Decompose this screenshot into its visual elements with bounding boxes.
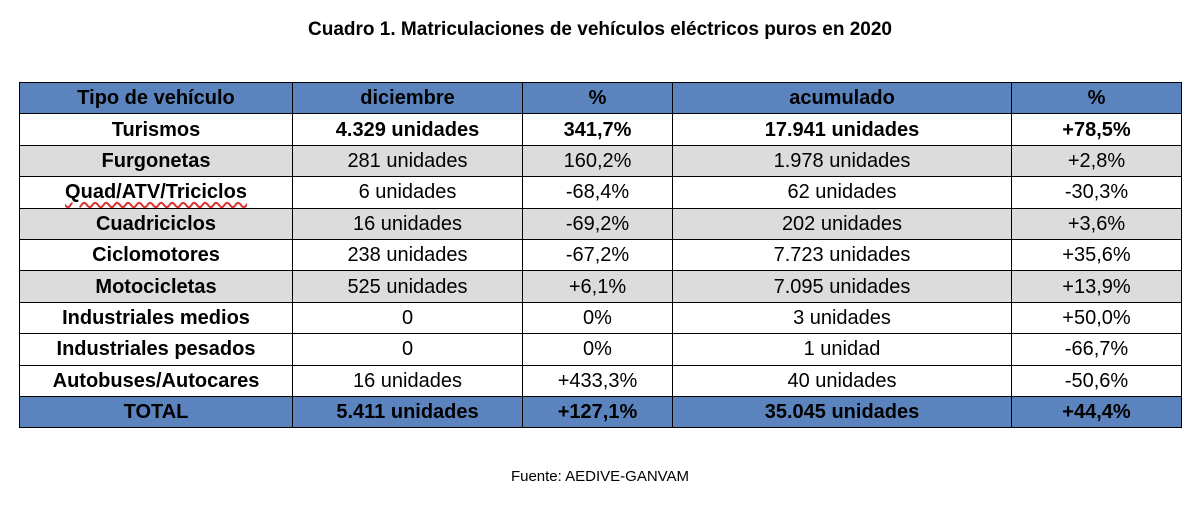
- table-row: Industriales medios 0 0% 3 unidades +50,…: [19, 301, 1182, 335]
- december-cell: 0: [292, 333, 523, 366]
- cumulative-cell: 1.978 unidades: [672, 144, 1012, 178]
- table-row: Industriales pesados 0 0% 1 unidad -66,7…: [19, 333, 1182, 366]
- vehicle-type-cell: Industriales medios: [19, 301, 293, 335]
- december-percent-cell: -68,4%: [522, 176, 673, 209]
- column-header-cumulative-percent: %: [1011, 81, 1182, 115]
- column-header-december-percent: %: [522, 81, 673, 115]
- cumulative-percent-cell: -50,6%: [1011, 364, 1182, 397]
- vehicle-type-cell: Turismos: [19, 113, 293, 146]
- december-cell: 4.329 unidades: [292, 113, 523, 146]
- cumulative-percent-cell: +3,6%: [1011, 207, 1182, 240]
- total-label-cell: TOTAL: [19, 395, 293, 429]
- december-percent-cell: +433,3%: [522, 364, 673, 397]
- cumulative-cell: 40 unidades: [672, 364, 1012, 397]
- table-row: Ciclomotores 238 unidades -67,2% 7.723 u…: [19, 238, 1182, 272]
- header-row: Tipo de vehículo diciembre % acumulado %: [19, 81, 1182, 115]
- december-percent-cell: +6,1%: [522, 270, 673, 303]
- december-percent-cell: 0%: [522, 301, 673, 335]
- december-percent-cell: 0%: [522, 333, 673, 366]
- column-header-december: diciembre: [292, 81, 523, 115]
- cumulative-cell: 202 unidades: [672, 207, 1012, 240]
- total-row: TOTAL 5.411 unidades +127,1% 35.045 unid…: [19, 395, 1182, 429]
- december-cell: 16 unidades: [292, 364, 523, 397]
- vehicle-type-cell: Furgonetas: [19, 144, 293, 178]
- column-header-cumulative: acumulado: [672, 81, 1012, 115]
- december-cell: 238 unidades: [292, 238, 523, 272]
- cumulative-cell: 7.723 unidades: [672, 238, 1012, 272]
- december-percent-cell: 341,7%: [522, 113, 673, 146]
- december-cell: 6 unidades: [292, 176, 523, 209]
- total-cumulative-percent-cell: +44,4%: [1011, 395, 1182, 429]
- cumulative-cell: 7.095 unidades: [672, 270, 1012, 303]
- source-note: Fuente: AEDIVE-GANVAM: [510, 468, 690, 485]
- vehicle-type-cell: Ciclomotores: [19, 238, 293, 272]
- vehicle-type-cell: Quad/ATV/Triciclos: [19, 176, 293, 209]
- table-row: Furgonetas 281 unidades 160,2% 1.978 uni…: [19, 144, 1182, 178]
- december-cell: 281 unidades: [292, 144, 523, 178]
- cumulative-percent-cell: +78,5%: [1011, 113, 1182, 146]
- table-row: Quad/ATV/Triciclos 6 unidades -68,4% 62 …: [19, 176, 1182, 209]
- cumulative-cell: 62 unidades: [672, 176, 1012, 209]
- total-december-cell: 5.411 unidades: [292, 395, 523, 429]
- vehicle-type-cell: Motocicletas: [19, 270, 293, 303]
- cumulative-percent-cell: +35,6%: [1011, 238, 1182, 272]
- registrations-table: Tipo de vehículo diciembre % acumulado %…: [19, 81, 1182, 429]
- cumulative-cell: 1 unidad: [672, 333, 1012, 366]
- cumulative-percent-cell: +2,8%: [1011, 144, 1182, 178]
- vehicle-type-cell: Autobuses/Autocares: [19, 364, 293, 397]
- cumulative-percent-cell: -30,3%: [1011, 176, 1182, 209]
- cumulative-percent-cell: +13,9%: [1011, 270, 1182, 303]
- table-row: Turismos 4.329 unidades 341,7% 17.941 un…: [19, 113, 1182, 146]
- vehicle-type-label: Quad/ATV/Triciclos: [65, 181, 247, 204]
- cumulative-percent-cell: +50,0%: [1011, 301, 1182, 335]
- table-title: Cuadro 1. Matriculaciones de vehículos e…: [308, 19, 892, 40]
- cumulative-cell: 17.941 unidades: [672, 113, 1012, 146]
- table-row: Autobuses/Autocares 16 unidades +433,3% …: [19, 364, 1182, 397]
- december-cell: 525 unidades: [292, 270, 523, 303]
- vehicle-type-cell: Industriales pesados: [19, 333, 293, 366]
- column-header-vehicle-type: Tipo de vehículo: [19, 81, 293, 115]
- vehicle-type-cell: Cuadriciclos: [19, 207, 293, 240]
- cumulative-percent-cell: -66,7%: [1011, 333, 1182, 366]
- december-percent-cell: 160,2%: [522, 144, 673, 178]
- december-percent-cell: -67,2%: [522, 238, 673, 272]
- december-cell: 16 unidades: [292, 207, 523, 240]
- table-row: Cuadriciclos 16 unidades -69,2% 202 unid…: [19, 207, 1182, 240]
- table-row: Motocicletas 525 unidades +6,1% 7.095 un…: [19, 270, 1182, 303]
- cumulative-cell: 3 unidades: [672, 301, 1012, 335]
- total-december-percent-cell: +127,1%: [522, 395, 673, 429]
- total-cumulative-cell: 35.045 unidades: [672, 395, 1012, 429]
- december-percent-cell: -69,2%: [522, 207, 673, 240]
- december-cell: 0: [292, 301, 523, 335]
